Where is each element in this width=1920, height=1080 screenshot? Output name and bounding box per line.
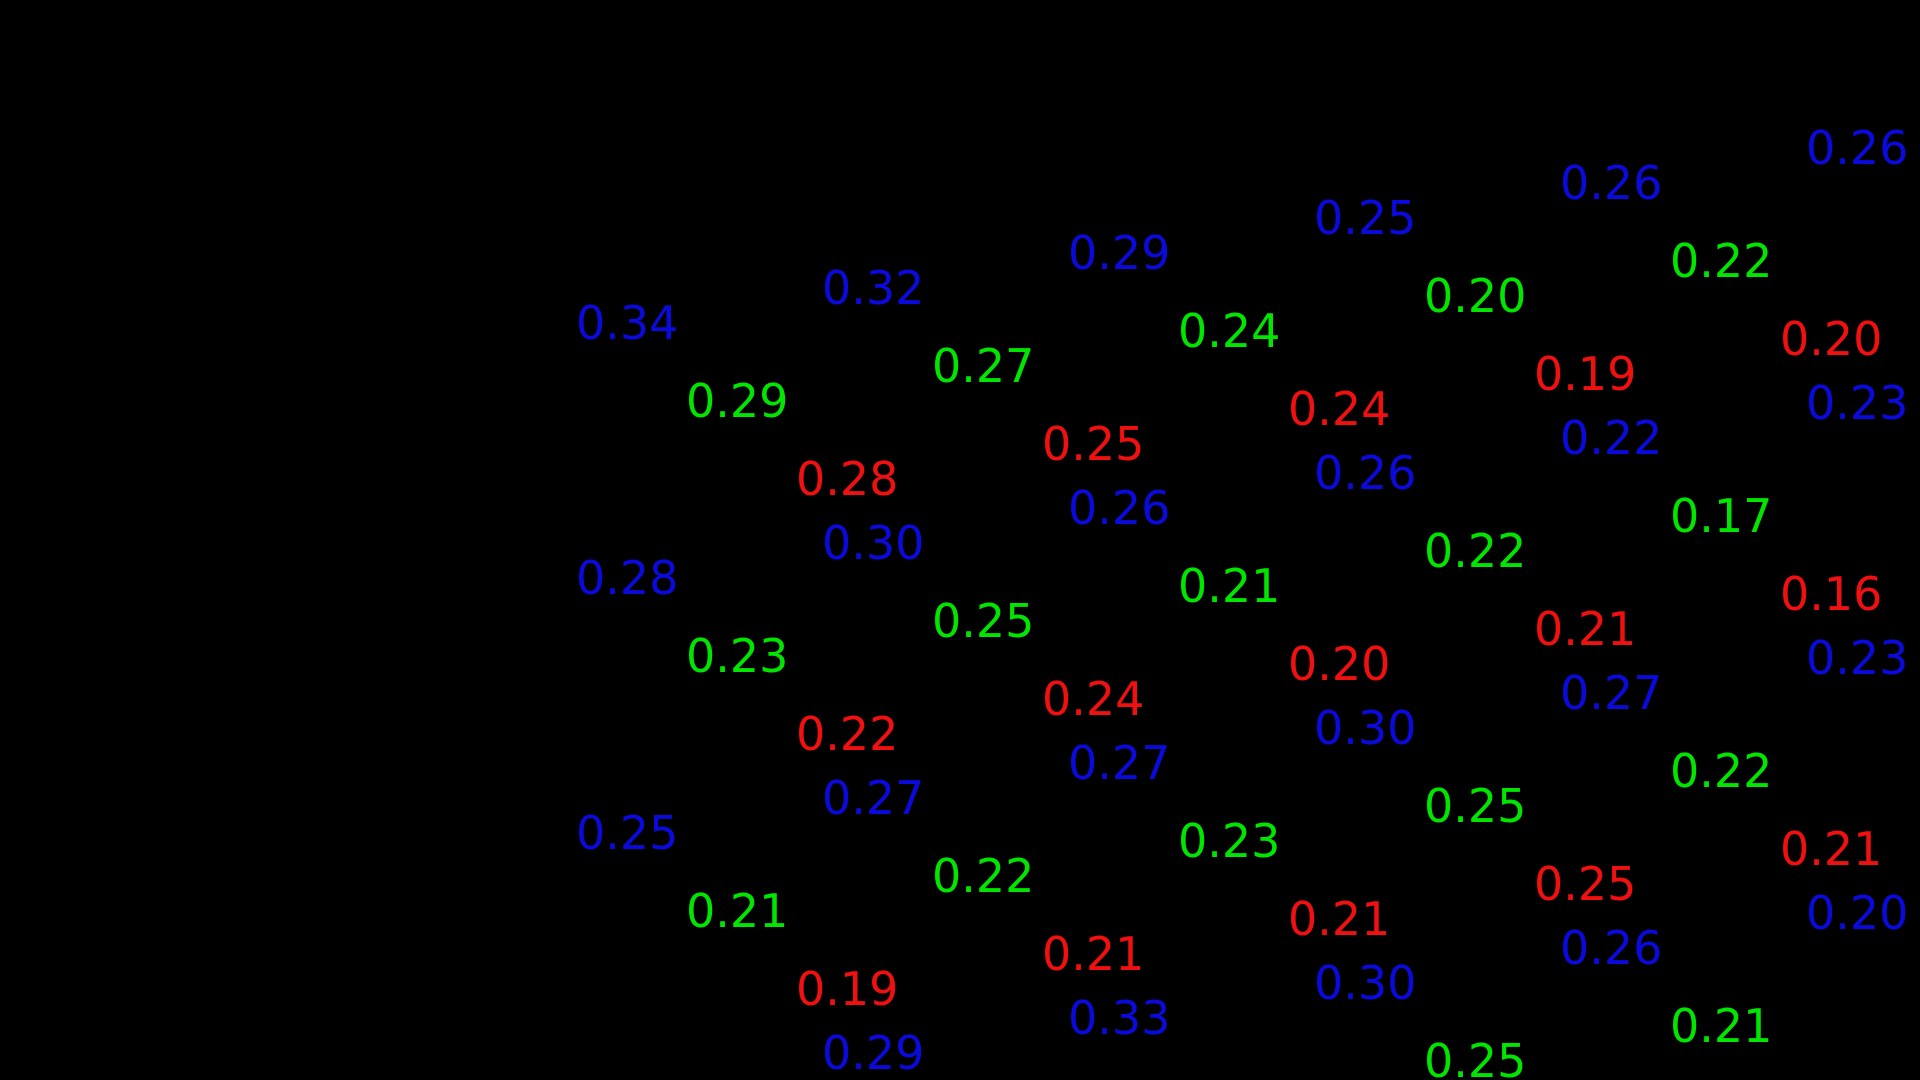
blue-value-c1-r2: 0.27 bbox=[822, 771, 925, 825]
blue-value-c0-r0: 0.34 bbox=[576, 296, 679, 350]
blue-value-c1-r3: 0.29 bbox=[822, 1026, 925, 1080]
green-value-c4-r3: 0.21 bbox=[1670, 999, 1773, 1053]
red-value-c0-r0: 0.28 bbox=[796, 452, 899, 506]
red-value-c3-r2: 0.25 bbox=[1534, 857, 1637, 911]
red-value-c1-r2: 0.21 bbox=[1042, 927, 1145, 981]
green-value-c1-r0: 0.27 bbox=[932, 339, 1035, 393]
blue-value-c3-r0: 0.25 bbox=[1314, 191, 1417, 245]
blue-value-c3-r3: 0.30 bbox=[1314, 956, 1417, 1010]
green-value-c4-r0: 0.22 bbox=[1670, 234, 1773, 288]
blue-value-c2-r2: 0.27 bbox=[1068, 736, 1171, 790]
blue-value-c1-r0: 0.32 bbox=[822, 261, 925, 315]
blue-value-c0-r2: 0.25 bbox=[576, 806, 679, 860]
green-value-c0-r2: 0.21 bbox=[686, 884, 789, 938]
green-value-c3-r1: 0.22 bbox=[1424, 524, 1527, 578]
green-value-c4-r2: 0.22 bbox=[1670, 744, 1773, 798]
blue-value-c3-r2: 0.30 bbox=[1314, 701, 1417, 755]
blue-value-c4-r1: 0.22 bbox=[1560, 411, 1663, 465]
blue-value-c1-r1: 0.30 bbox=[822, 516, 925, 570]
red-value-c4-r0: 0.20 bbox=[1780, 312, 1883, 366]
green-value-c3-r0: 0.20 bbox=[1424, 269, 1527, 323]
blue-value-c5-r3: 0.20 bbox=[1806, 886, 1909, 940]
red-value-c0-r2: 0.19 bbox=[796, 962, 899, 1016]
green-value-c0-r0: 0.29 bbox=[686, 374, 789, 428]
blue-value-c5-r0: 0.26 bbox=[1806, 121, 1909, 175]
blue-value-c0-r1: 0.28 bbox=[576, 551, 679, 605]
blue-value-c4-r2: 0.27 bbox=[1560, 666, 1663, 720]
red-value-c2-r1: 0.20 bbox=[1288, 637, 1391, 691]
blue-value-c2-r3: 0.33 bbox=[1068, 991, 1171, 1045]
blue-value-c5-r1: 0.23 bbox=[1806, 376, 1909, 430]
red-value-c3-r0: 0.19 bbox=[1534, 347, 1637, 401]
blue-value-c2-r0: 0.29 bbox=[1068, 226, 1171, 280]
red-value-c2-r2: 0.21 bbox=[1288, 892, 1391, 946]
red-value-c0-r1: 0.22 bbox=[796, 707, 899, 761]
green-value-c1-r1: 0.25 bbox=[932, 594, 1035, 648]
red-value-c1-r0: 0.25 bbox=[1042, 417, 1145, 471]
red-value-c4-r1: 0.16 bbox=[1780, 567, 1883, 621]
red-value-c2-r0: 0.24 bbox=[1288, 382, 1391, 436]
blue-value-c4-r0: 0.26 bbox=[1560, 156, 1663, 210]
green-value-c4-r1: 0.17 bbox=[1670, 489, 1773, 543]
green-value-c3-r2: 0.25 bbox=[1424, 779, 1527, 833]
green-value-c2-r0: 0.24 bbox=[1178, 304, 1281, 358]
green-value-c3-r3: 0.25 bbox=[1424, 1034, 1527, 1080]
blue-value-c2-r1: 0.26 bbox=[1068, 481, 1171, 535]
blue-value-c4-r3: 0.26 bbox=[1560, 921, 1663, 975]
green-value-c2-r2: 0.23 bbox=[1178, 814, 1281, 868]
blue-value-c3-r1: 0.26 bbox=[1314, 446, 1417, 500]
red-value-c1-r1: 0.24 bbox=[1042, 672, 1145, 726]
red-value-c4-r2: 0.21 bbox=[1780, 822, 1883, 876]
green-value-c0-r1: 0.23 bbox=[686, 629, 789, 683]
green-value-c1-r2: 0.22 bbox=[932, 849, 1035, 903]
blue-value-c5-r2: 0.23 bbox=[1806, 631, 1909, 685]
green-value-c2-r1: 0.21 bbox=[1178, 559, 1281, 613]
red-value-c3-r1: 0.21 bbox=[1534, 602, 1637, 656]
